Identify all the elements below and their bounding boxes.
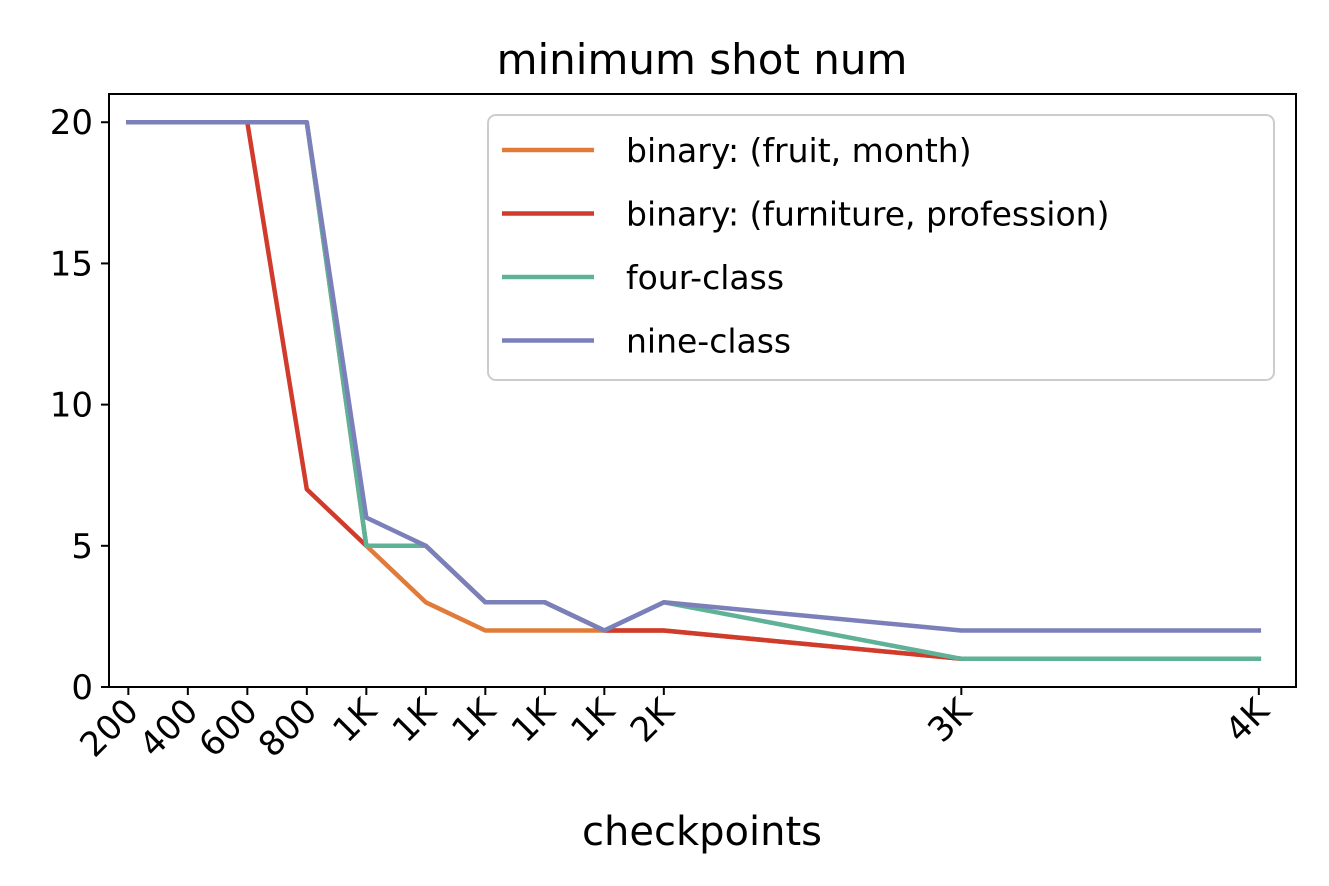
legend-label: binary: (furniture, profession)	[626, 195, 1109, 234]
x-tick-label: 400	[132, 691, 206, 765]
plot-frame	[108, 93, 1297, 688]
x-tick-label: 3K	[920, 690, 981, 751]
x-tick-label: 1K	[385, 690, 446, 751]
y-axis: 0 5 10 15 20	[50, 103, 109, 708]
x-tick-label: 800	[251, 691, 325, 765]
series-line-4	[126, 119, 1262, 633]
legend-label: nine-class	[626, 322, 791, 361]
y-tick-label: 0	[71, 668, 93, 708]
legend-label: four-class	[626, 258, 784, 297]
legend: binary: (fruit, month) binary: (furniture…	[487, 114, 1275, 381]
x-tick-label: 600	[192, 691, 266, 765]
x-tick-label: 1K	[444, 690, 505, 751]
x-tick-label: 4K	[1218, 690, 1279, 751]
x-tick-label: 1K	[325, 690, 386, 751]
series-layer	[126, 119, 1262, 662]
x-axis-title: checkpoints	[582, 809, 822, 855]
chart-title: minimum shot num	[497, 35, 908, 84]
legend-box	[487, 114, 1275, 381]
y-tick-label: 10	[50, 386, 93, 426]
y-tick-label: 5	[71, 527, 93, 567]
legend-label: binary: (fruit, month)	[626, 131, 972, 170]
x-tick-label: 2K	[623, 690, 684, 751]
x-tick-label: 1K	[504, 690, 565, 751]
x-tick-label: 1K	[563, 690, 624, 751]
y-tick-label: 20	[50, 103, 93, 143]
y-tick-label: 15	[50, 244, 93, 284]
